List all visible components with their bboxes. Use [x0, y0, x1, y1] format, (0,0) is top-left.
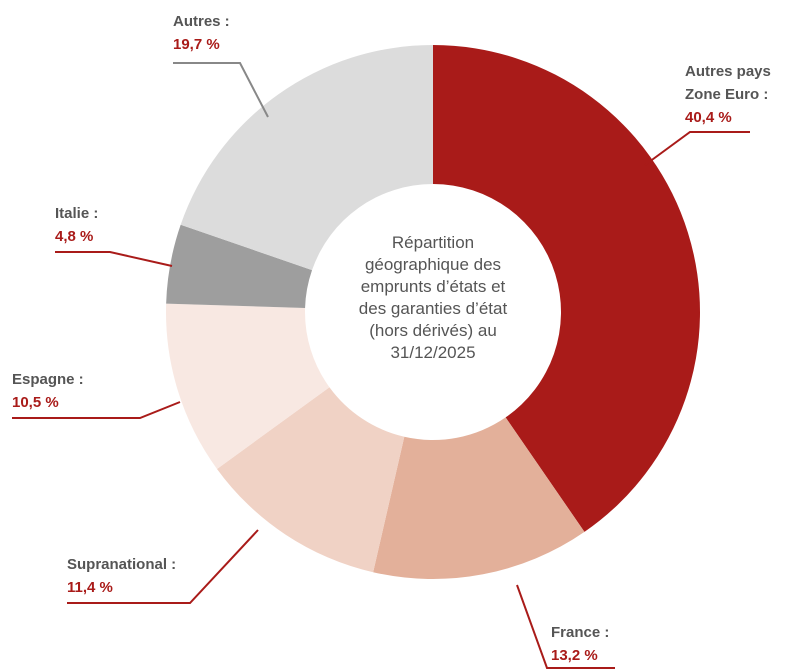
leader-line	[173, 62, 269, 118]
leader-line	[644, 131, 750, 166]
value-label: 10,5 %	[12, 394, 59, 411]
category-label: Supranational :	[67, 556, 177, 573]
slice	[216, 387, 405, 573]
category-label: France :	[551, 624, 610, 641]
slice-label: Espagne : 10,5 %	[12, 368, 132, 414]
leader-line	[12, 401, 181, 419]
leader-line	[55, 251, 173, 267]
slice	[433, 45, 700, 532]
slice	[180, 45, 433, 271]
category-label: Autres pays Zone Euro :	[685, 63, 771, 103]
slice-label: France : 13,2 %	[551, 621, 671, 667]
slice-label: Autres : 19,7 %	[173, 10, 273, 56]
slice	[166, 224, 313, 308]
value-label: 4,8 %	[55, 228, 94, 245]
slice	[166, 303, 330, 469]
slice-label: Supranational : 11,4 %	[67, 553, 227, 599]
slices	[166, 45, 700, 579]
slice	[373, 417, 585, 579]
slice-label: Autres pays Zone Euro : 40,4 %	[685, 60, 789, 129]
leader-line	[67, 529, 259, 604]
leader-line	[516, 584, 615, 669]
slice-label: Italie : 4,8 %	[55, 202, 155, 248]
category-label: Italie :	[55, 205, 99, 222]
center-title: Répartition géographique des emprunts d’…	[358, 233, 508, 362]
value-label: 19,7 %	[173, 36, 220, 53]
value-label: 40,4 %	[685, 109, 732, 126]
category-label: Autres :	[173, 13, 230, 30]
value-label: 13,2 %	[551, 647, 598, 664]
category-label: Espagne :	[12, 371, 84, 388]
value-label: 11,4 %	[67, 579, 113, 596]
